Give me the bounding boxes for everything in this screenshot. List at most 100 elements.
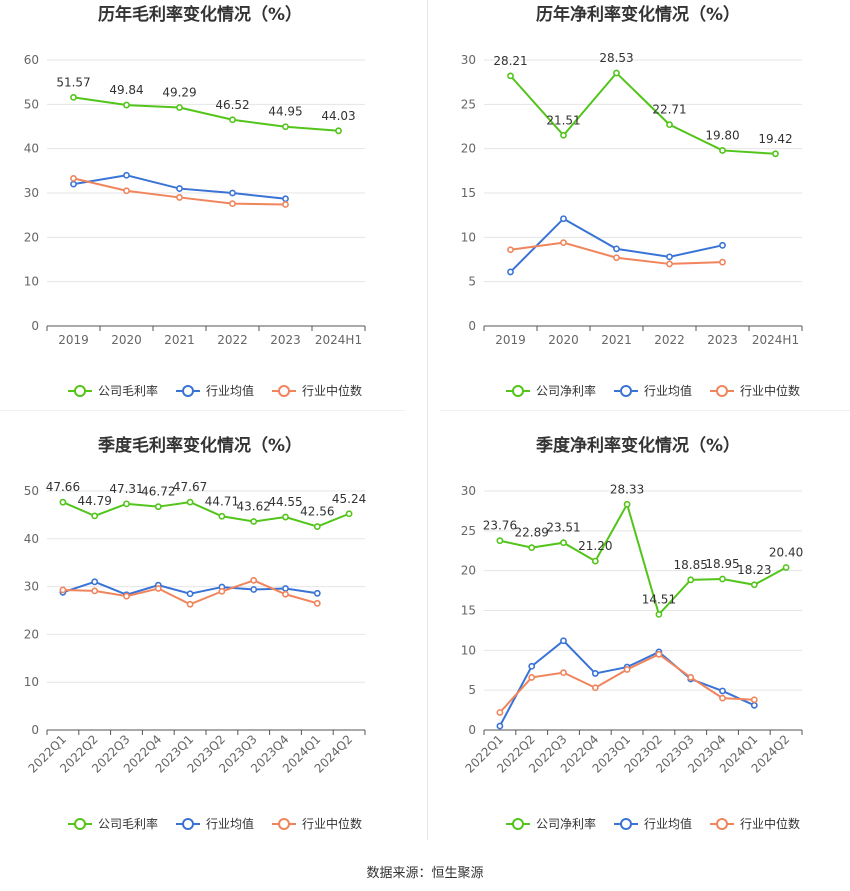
y-tick-label: 40 <box>24 142 39 156</box>
data-point-industry_median <box>59 586 67 594</box>
vertical-divider <box>427 0 428 840</box>
data-point-industry_median <box>655 650 663 658</box>
data-label: 23.51 <box>546 521 580 535</box>
legend-label: 行业中位数 <box>302 383 362 398</box>
chart-panel-1: 历年毛利率变化情况（%） 0 10 20 30 40 50 60 2019 2020 2021 202… <box>24 4 366 398</box>
data-point-industry_median <box>687 674 695 681</box>
legend-label: 行业中位数 <box>302 816 362 831</box>
data-point-company <box>218 512 226 520</box>
data-point-company <box>123 500 130 508</box>
y-tick-label: 20 <box>461 142 476 156</box>
data-point-company <box>154 503 162 511</box>
data-point-company <box>560 539 567 547</box>
data-point-industry_avg <box>496 722 504 730</box>
data-label: 44.79 <box>78 494 112 508</box>
chart-title: 季度净利率变化情况（%） <box>536 435 740 456</box>
data-label: 45.24 <box>332 492 366 506</box>
data-point-industry_median <box>623 666 631 673</box>
legend-swatch-marker <box>512 818 524 830</box>
data-point-industry_avg <box>186 590 194 598</box>
data-label: 20.40 <box>769 545 803 559</box>
data-point-industry_median <box>613 254 620 262</box>
data-label: 28.33 <box>610 482 644 496</box>
horizontal-divider-left <box>0 410 405 411</box>
data-point-industry_median <box>186 600 194 608</box>
y-tick-label: 60 <box>24 53 39 67</box>
data-point-industry_median <box>229 200 236 208</box>
data-label: 44.03 <box>321 109 355 123</box>
data-point-company <box>229 116 236 124</box>
data-point-industry_avg <box>250 586 258 593</box>
data-point-company <box>655 611 663 618</box>
legend-swatch-marker <box>182 818 194 830</box>
legend-swatch-marker <box>512 385 524 397</box>
x-tick-label: 2024H1 <box>315 333 362 347</box>
data-point-company <box>282 513 289 521</box>
y-tick-label: 15 <box>461 186 476 200</box>
data-label: 46.72 <box>141 485 175 499</box>
data-point-company <box>507 72 514 80</box>
chart-panel-2: 历年净利率变化情况（%） 0 5 10 15 20 25 30 2019 2020 2021 2022… <box>461 4 803 398</box>
data-point-industry_avg <box>666 253 673 261</box>
y-tick-label: 5 <box>468 683 476 697</box>
legend-item-company: 公司净利率 <box>506 816 596 831</box>
chart-title: 历年毛利率变化情况（%） <box>98 4 302 25</box>
legend-item-company: 公司净利率 <box>506 383 596 398</box>
y-tick-label: 0 <box>468 723 476 737</box>
data-label: 22.71 <box>652 103 686 117</box>
x-tick-label: 2021 <box>601 333 632 347</box>
data-point-industry_median <box>176 194 183 201</box>
data-point-company <box>282 123 289 131</box>
x-tick-label: 2019 <box>495 333 526 347</box>
data-point-industry_median <box>719 694 726 702</box>
data-point-industry_avg <box>560 215 567 223</box>
data-point-company <box>59 498 67 506</box>
y-tick-label: 0 <box>31 723 39 737</box>
y-tick-label: 10 <box>24 275 39 289</box>
data-point-company <box>176 104 183 111</box>
data-label: 44.71 <box>205 494 239 508</box>
data-label: 21.20 <box>578 539 612 553</box>
x-tick-label: 2023 <box>707 333 738 347</box>
data-point-industry_avg <box>507 268 514 276</box>
x-tick-label: 2024H1 <box>752 333 799 347</box>
data-label: 19.80 <box>705 128 739 142</box>
data-point-industry_median <box>313 599 321 607</box>
data-label: 14.51 <box>642 592 676 606</box>
data-point-company <box>345 510 353 518</box>
legend-item-company: 公司毛利率 <box>68 816 158 831</box>
data-label: 47.66 <box>46 480 80 494</box>
data-point-industry_median <box>250 576 258 584</box>
data-point-industry_avg <box>560 637 567 645</box>
data-label: 18.95 <box>705 557 739 571</box>
data-point-industry_avg <box>719 241 726 249</box>
horizontal-divider-right <box>440 410 850 411</box>
series-line-company <box>499 501 787 617</box>
data-label: 18.85 <box>674 558 708 572</box>
data-point-company <box>70 93 77 101</box>
data-point-industry_median <box>719 258 726 266</box>
legend-item-company: 公司毛利率 <box>68 383 158 398</box>
legend-swatch-marker <box>278 385 290 397</box>
data-point-company <box>123 101 130 109</box>
legend-label: 行业均值 <box>644 383 692 398</box>
y-tick-label: 30 <box>24 580 39 594</box>
legend-item-industry_avg: 行业均值 <box>176 383 254 398</box>
data-label: 43.62 <box>237 499 271 513</box>
data-point-industry_avg <box>229 189 236 197</box>
legend-swatch-marker <box>74 385 86 397</box>
data-point-company <box>528 544 536 552</box>
data-label: 28.21 <box>493 54 527 68</box>
series-line-industry_avg <box>499 639 755 727</box>
data-point-industry_avg <box>528 662 536 670</box>
data-point-industry_median <box>123 187 130 195</box>
data-point-industry_median <box>507 246 514 254</box>
data-point-company <box>687 576 695 584</box>
data-point-company <box>335 127 342 135</box>
chart-title: 历年净利率变化情况（%） <box>536 4 740 25</box>
y-tick-label: 15 <box>461 604 476 618</box>
data-point-industry_avg <box>282 585 289 592</box>
data-label: 46.52 <box>215 98 249 112</box>
legend-swatch-marker <box>620 385 632 397</box>
data-point-industry_median <box>282 590 289 598</box>
